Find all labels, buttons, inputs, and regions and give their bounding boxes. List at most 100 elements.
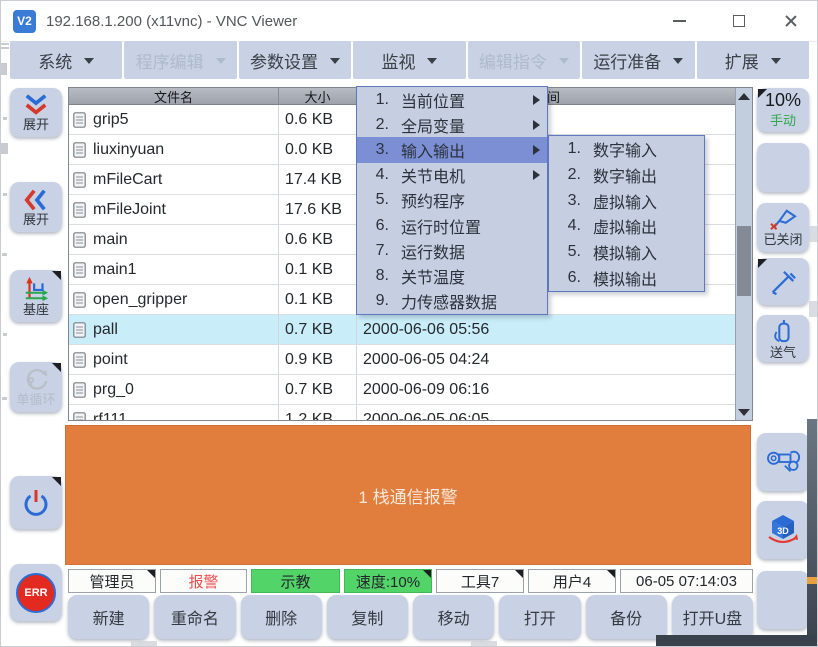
title-bar: V2 192.168.1.200 (x11vnc) - VNC Viewer [1, 1, 817, 42]
file-name: main [93, 230, 128, 248]
table-row[interactable]: rf111 1.2 KB 2000-06-05 06:05 [69, 405, 752, 420]
submenu-item-virtual-output[interactable]: 4. 虚拟输出 [549, 213, 704, 239]
menu-bar: 系统 程序编辑 参数设置 监视 编辑指令 运行准备 扩展 [10, 41, 809, 79]
status-role[interactable]: 管理员 [68, 569, 156, 593]
menu-monitor[interactable]: 监视 [353, 41, 466, 79]
table-row[interactable]: prg_0 0.7 KB 2000-06-09 06:16 [69, 375, 752, 405]
io-submenu: 1. 数字输入 2. 数字输出 3. 虚拟输入 4. 虚拟输出 5. 模拟输入 6. 模拟输… [548, 135, 705, 292]
alarm-banner: 1 栈通信报警 [65, 425, 751, 565]
expand-down-button[interactable]: 展开 [10, 88, 62, 137]
screen-edge-artifact [3, 333, 7, 336]
power-button[interactable] [10, 476, 62, 529]
screen-edge-artifact [3, 193, 7, 196]
item-label: 运行数据 [401, 244, 466, 262]
open-usb-button[interactable]: 打开U盘 [671, 595, 753, 639]
close-button[interactable] [769, 1, 813, 41]
status-user[interactable]: 用户4 [528, 569, 616, 593]
menu-item-run-data[interactable]: 7. 运行数据 [357, 238, 547, 263]
menu-item-runtime-position[interactable]: 6. 运行时位置 [357, 213, 547, 238]
window-title: 192.168.1.200 (x11vnc) - VNC Viewer [46, 12, 298, 30]
submenu-item-analog-output[interactable]: 6. 模拟输出 [549, 265, 704, 291]
file-name: grip5 [93, 110, 129, 128]
vertical-scrollbar[interactable] [735, 88, 752, 420]
item-label: 当前位置 [401, 93, 466, 111]
status-tool[interactable]: 工具7 [436, 569, 524, 593]
menu-system[interactable]: 系统 [10, 41, 123, 79]
status-bar: 管理员 报警 示教 速度:10% 工具7 用户4 06-05 07:14:03 [68, 569, 753, 593]
blank-button-top[interactable] [757, 143, 809, 192]
scroll-down-button[interactable] [736, 404, 752, 420]
speed-mode-button[interactable]: 10% 手动 [757, 88, 809, 132]
column-header-size[interactable]: 大小 [279, 88, 357, 105]
submenu-item-analog-input[interactable]: 5. 模拟输入 [549, 239, 704, 265]
status-speed[interactable]: 速度:10% [344, 569, 432, 593]
menu-item-input-output[interactable]: 3. 输入输出 [357, 137, 547, 163]
expand-left-button[interactable]: 展开 [10, 182, 62, 232]
base-frame-button[interactable]: 基座 [10, 270, 62, 322]
gas-supply-button[interactable]: 送气 [757, 315, 809, 362]
screen-edge-artifact [1, 47, 9, 49]
scrollbar-thumb[interactable] [737, 226, 751, 296]
menu-item-joint-motor[interactable]: 4. 关节电机 [357, 163, 547, 188]
screen-edge-artifact [809, 226, 817, 242]
file-size: 17.4 KB [279, 165, 357, 194]
screen-edge-artifact [471, 641, 497, 646]
item-number: 7. [375, 241, 389, 259]
status-mode: 示教 [251, 569, 340, 593]
svg-text:3D: 3D [777, 526, 789, 536]
maximize-button[interactable] [717, 1, 761, 41]
close-icon [784, 14, 798, 28]
submenu-item-digital-output[interactable]: 2. 数字输出 [549, 162, 704, 188]
item-number: 3. [375, 141, 389, 159]
submenu-item-digital-input[interactable]: 1. 数字输入 [549, 136, 704, 162]
minimize-button[interactable] [657, 1, 701, 41]
corner-mark-icon [52, 477, 61, 486]
copy-button[interactable]: 复制 [326, 595, 408, 639]
closed-label: 已关闭 [763, 232, 803, 247]
status-alarm: 报警 [160, 569, 247, 593]
chevron-down-icon [558, 58, 569, 64]
gripper-tool-icon [771, 270, 796, 295]
menu-item-current-position[interactable]: 1. 当前位置 [357, 87, 547, 112]
new-button[interactable]: 新建 [68, 595, 150, 639]
move-button[interactable]: 移动 [413, 595, 495, 639]
scroll-up-button[interactable] [736, 88, 752, 104]
gas-cylinder-icon [774, 319, 790, 343]
table-row-selected[interactable]: pall 0.7 KB 2000-06-06 05:56 [69, 315, 752, 345]
document-icon [73, 321, 86, 338]
menu-parameter-settings[interactable]: 参数设置 [238, 41, 352, 79]
blank-button-bottom[interactable] [757, 571, 809, 629]
delete-button[interactable]: 删除 [240, 595, 322, 639]
menu-item-force-sensor-data[interactable]: 9. 力传感器数据 [357, 289, 547, 314]
menu-program-edit: 程序编辑 [124, 41, 237, 79]
table-row[interactable]: mFileJoint 17.6 KB [69, 195, 752, 225]
menu-extension[interactable]: 扩展 [696, 41, 809, 79]
error-button[interactable]: ERR [10, 564, 62, 621]
table-row[interactable]: point 0.9 KB 2000-06-05 04:24 [69, 345, 752, 375]
menu-run-preparation[interactable]: 运行准备 [582, 41, 695, 79]
column-header-filename[interactable]: 文件名 [69, 88, 279, 105]
menu-item-reserved-programs[interactable]: 5. 预约程序 [357, 188, 547, 213]
minimize-icon [672, 20, 686, 22]
file-name: mFileCart [93, 170, 163, 188]
item-label: 数字输入 [593, 142, 658, 160]
item-number: 2. [375, 115, 389, 133]
view-3d-button[interactable]: 3D [757, 501, 809, 559]
jog-controller-button[interactable] [757, 433, 809, 491]
tool-closed-button[interactable]: 已关闭 [757, 203, 809, 252]
coordinate-axes-icon [25, 276, 49, 301]
maximize-icon [733, 15, 745, 27]
triangle-down-icon [738, 408, 750, 416]
document-icon [73, 411, 86, 420]
file-name: prg_0 [93, 380, 134, 398]
open-button[interactable]: 打开 [499, 595, 581, 639]
backup-button[interactable]: 备份 [585, 595, 667, 639]
gripper-tool-button[interactable] [757, 258, 809, 305]
screen-edge-artifact [2, 397, 7, 400]
document-icon [73, 351, 86, 368]
menu-item-joint-temperature[interactable]: 8. 关节温度 [357, 264, 547, 289]
submenu-item-virtual-input[interactable]: 3. 虚拟输入 [549, 188, 704, 214]
menu-item-global-variables[interactable]: 2. 全局变量 [357, 112, 547, 137]
rename-button[interactable]: 重命名 [154, 595, 236, 639]
